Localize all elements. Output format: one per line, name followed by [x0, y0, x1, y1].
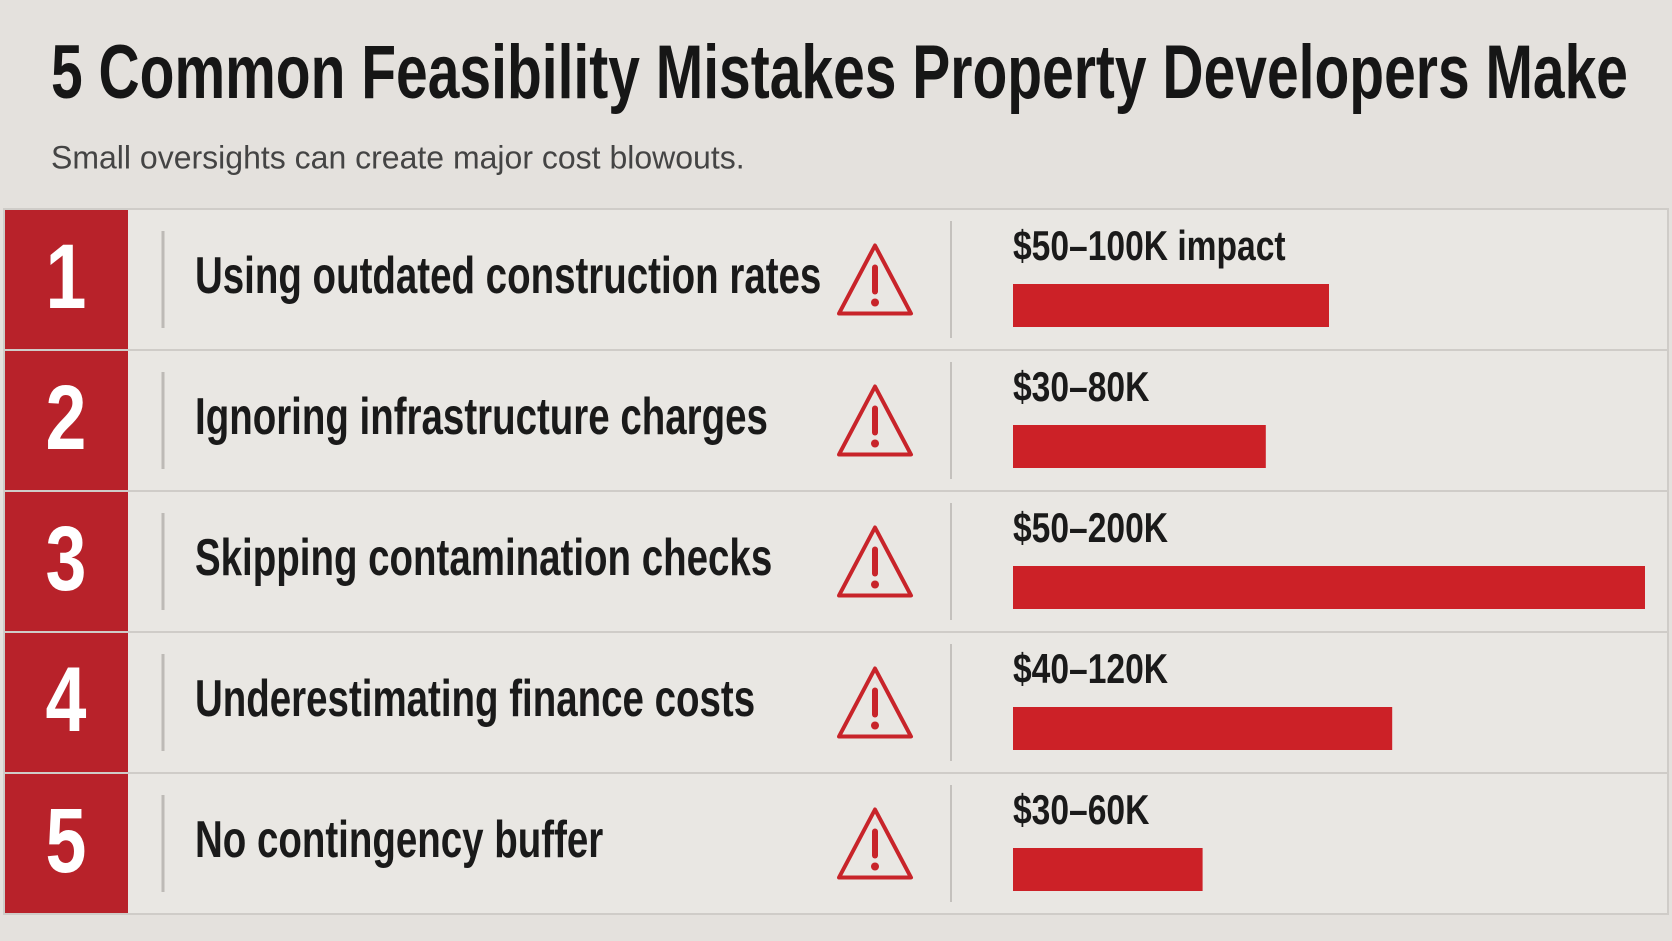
number-cell — [5, 210, 128, 349]
row — [3, 208, 1669, 351]
title: 5 Common Feasibility Mistakes Property D… — [51, 30, 1628, 115]
warning-icon — [837, 384, 913, 457]
row-number: 3 — [46, 507, 87, 610]
mistake-text: No contingency buffer — [195, 811, 603, 869]
number-cell — [5, 774, 128, 913]
mistake-text: Ignoring infrastructure charges — [195, 388, 768, 446]
label-group: $30–60K — [1013, 788, 1150, 834]
label-group: $50–200K — [1013, 506, 1168, 552]
warning-icon — [837, 243, 913, 316]
row-number: 1 — [46, 225, 87, 328]
mistake-text: Skipping contamination checks — [195, 529, 772, 587]
number-group: 1 — [46, 225, 87, 328]
row — [3, 772, 1669, 915]
impact-bar — [1013, 425, 1266, 468]
row-number: 5 — [46, 789, 87, 892]
number-cell — [5, 351, 128, 490]
impact-bar — [1013, 284, 1329, 327]
label-group: $50–100K impact — [1013, 224, 1286, 270]
warning-dot — [871, 439, 879, 448]
mistake-text: Underestimating finance costs — [195, 670, 755, 728]
warning-dot — [871, 862, 879, 871]
impact-label: $50–100K impact — [1013, 224, 1286, 270]
text-group: Using outdated construction rates — [195, 247, 821, 305]
label-group: $40–120K — [1013, 647, 1168, 693]
impact-label: $30–60K — [1013, 788, 1150, 834]
warning-icon — [837, 666, 913, 739]
impact-bar — [1013, 707, 1393, 750]
impact-bar — [1013, 566, 1645, 609]
impact-bar — [1013, 848, 1203, 891]
text-group: Ignoring infrastructure charges — [195, 388, 768, 446]
row-number: 2 — [46, 366, 87, 469]
row-number: 4 — [46, 648, 87, 751]
warning-dot — [871, 298, 879, 307]
row — [3, 349, 1669, 492]
number-group: 4 — [46, 648, 87, 751]
impact-label: $50–200K — [1013, 506, 1168, 552]
rows: 1 Using outdated construction rates $50–10… — [3, 208, 1669, 915]
text-group: No contingency buffer — [195, 811, 603, 869]
number-cell — [5, 633, 128, 772]
label-group: $30–80K — [1013, 365, 1150, 411]
text-group: Skipping contamination checks — [195, 529, 772, 587]
number-group: 5 — [46, 789, 87, 892]
impact-label: $40–120K — [1013, 647, 1168, 693]
warning-dot — [871, 721, 879, 730]
warning-icon — [837, 525, 913, 598]
impact-label: $30–80K — [1013, 365, 1150, 411]
mistake-text: Using outdated construction rates — [195, 247, 821, 305]
warning-dot — [871, 580, 879, 589]
number-group: 2 — [46, 366, 87, 469]
number-group: 3 — [46, 507, 87, 610]
warning-icon — [837, 807, 913, 880]
subtitle: Small oversights can create major cost b… — [51, 139, 745, 175]
number-cell — [5, 492, 128, 631]
text-group: Underestimating finance costs — [195, 670, 755, 728]
